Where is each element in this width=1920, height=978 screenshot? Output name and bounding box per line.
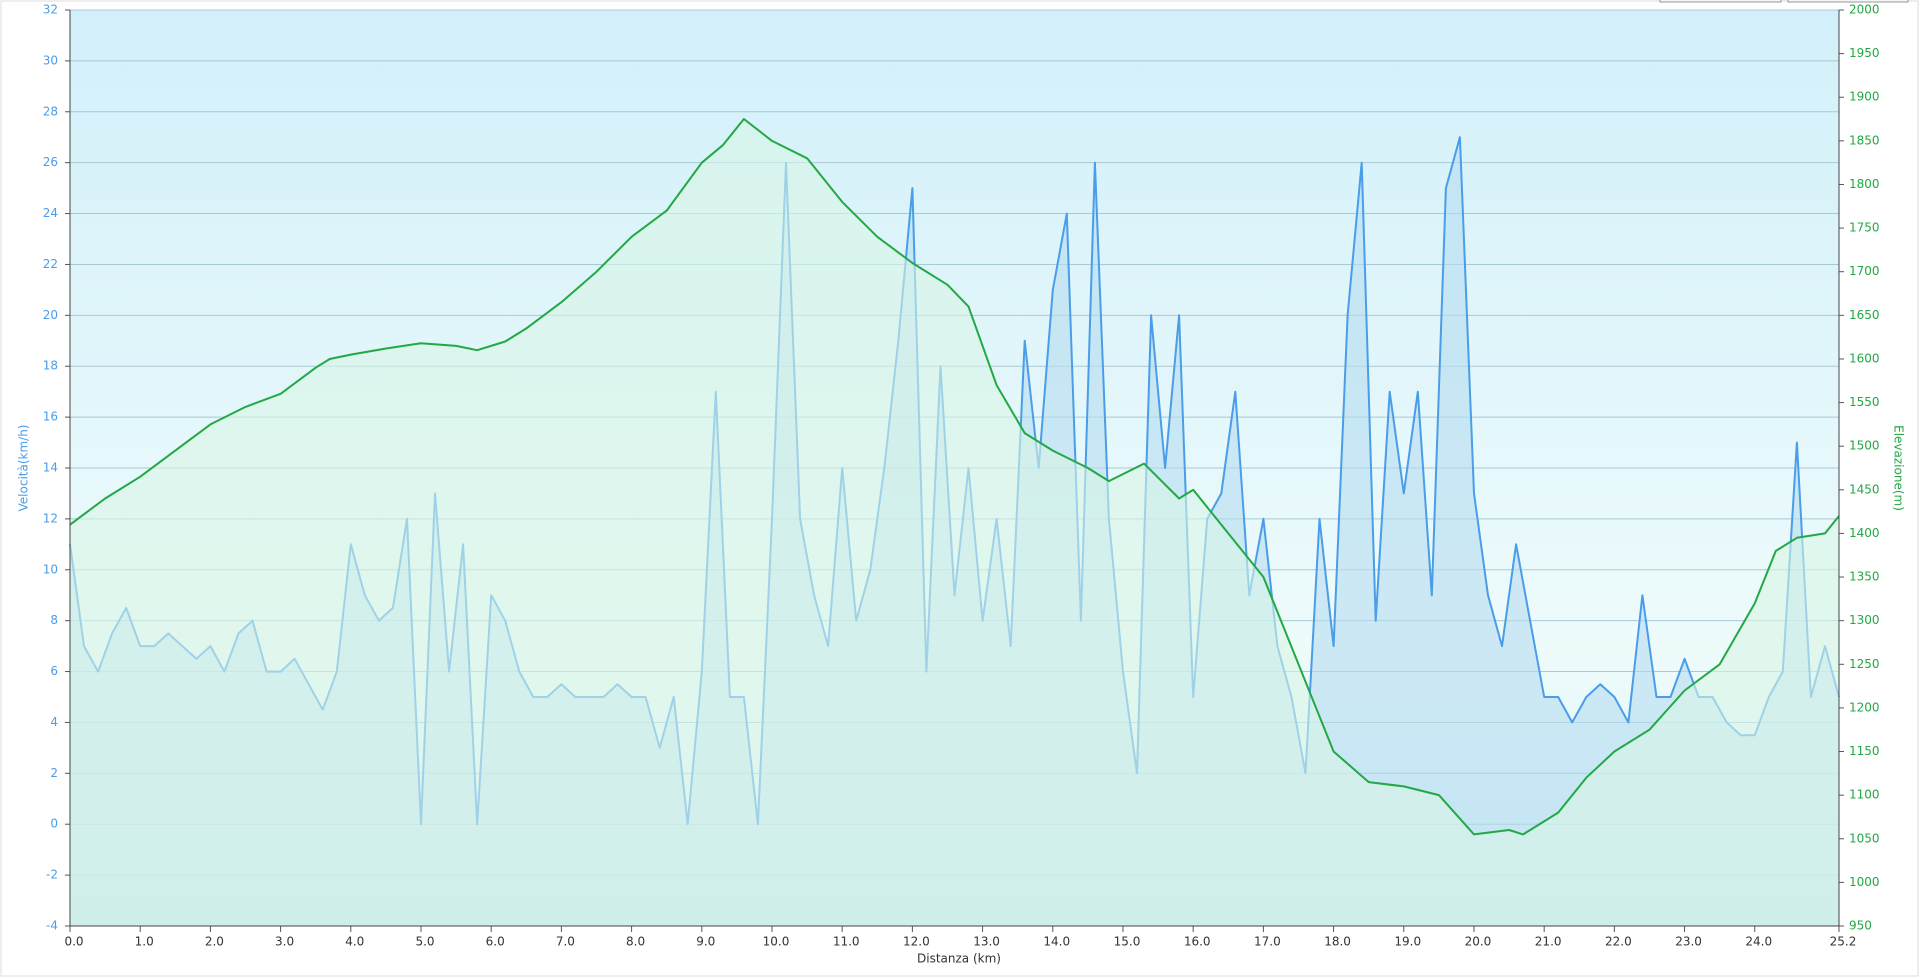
- x-tick-label: 12.0: [903, 935, 930, 949]
- y2-tick-label: 1150: [1849, 744, 1880, 758]
- x-tick-label: 16.0: [1184, 935, 1211, 949]
- x-tick-label: 0.0: [64, 935, 83, 949]
- y-tick-label: 14: [43, 461, 58, 475]
- x-tick-label: 2.0: [205, 935, 224, 949]
- x-tick-label: 25.2: [1830, 935, 1857, 949]
- y-axis-title: Velocità(km/h): [17, 425, 31, 512]
- x-tick-label: 5.0: [415, 935, 434, 949]
- y2-tick-label: 950: [1849, 919, 1872, 933]
- y-tick-label: 30: [43, 53, 58, 67]
- y-tick-label: 28: [43, 104, 58, 118]
- x-tick-label: 18.0: [1324, 935, 1351, 949]
- y2-tick-label: 1750: [1849, 221, 1880, 235]
- y-tick-label: 12: [43, 511, 58, 525]
- y-tick-label: 26: [43, 155, 58, 169]
- x-tick-label: 22.0: [1605, 935, 1632, 949]
- y2-tick-label: 1950: [1849, 46, 1880, 60]
- y2-tick-label: 1850: [1849, 133, 1880, 147]
- x-tick-label: 21.0: [1535, 935, 1562, 949]
- x-tick-label: 23.0: [1675, 935, 1702, 949]
- y2-tick-label: 1700: [1849, 264, 1880, 278]
- x-tick-label: 11.0: [833, 935, 860, 949]
- x-tick-label: 6.0: [486, 935, 505, 949]
- y-tick-label: 16: [43, 410, 58, 424]
- y-tick-label: 2: [50, 766, 58, 780]
- x-tick-label: 13.0: [973, 935, 1000, 949]
- x-tick-label: 15.0: [1114, 935, 1141, 949]
- y-tick-label: -4: [46, 919, 58, 933]
- y2-tick-label: 1200: [1849, 700, 1880, 714]
- button[interactable]: [1787, 0, 1909, 3]
- x-tick-label: 7.0: [556, 935, 575, 949]
- y2-tick-label: 1650: [1849, 308, 1880, 322]
- x-tick-label: 19.0: [1394, 935, 1421, 949]
- y-tick-label: 32: [43, 3, 58, 17]
- y2-tick-label: 1600: [1849, 351, 1880, 365]
- y-tick-label: 18: [43, 359, 58, 373]
- y2-tick-label: 1350: [1849, 570, 1880, 584]
- series-line: [69, 118, 1840, 836]
- area: [70, 119, 1839, 926]
- y-tick-label: 24: [43, 206, 58, 220]
- y-tick-label: 20: [43, 308, 58, 322]
- plot-layer: [69, 9, 1840, 927]
- y2-tick-label: 2000: [1849, 3, 1880, 17]
- y2-tick-label: 1100: [1849, 788, 1880, 802]
- y2-tick-label: 1300: [1849, 613, 1880, 627]
- y2-tick-label: 1900: [1849, 90, 1880, 104]
- y-tick-label: 10: [43, 562, 58, 576]
- x-tick-label: 14.0: [1043, 935, 1070, 949]
- x-tick-label: 9.0: [696, 935, 715, 949]
- x-tick-label: 8.0: [626, 935, 645, 949]
- x-tick-label: 24.0: [1745, 935, 1772, 949]
- x-tick-label: 3.0: [275, 935, 294, 949]
- y2-tick-label: 1500: [1849, 439, 1880, 453]
- y-tick-label: 22: [43, 257, 58, 271]
- y2-tick-label: 1050: [1849, 831, 1880, 845]
- y2-tick-label: 1250: [1849, 657, 1880, 671]
- y2-tick-label: 1800: [1849, 177, 1880, 191]
- x-tick-label: 10.0: [763, 935, 790, 949]
- x-tick-label: 1.0: [135, 935, 154, 949]
- y2-axis-title: Elevazione(m): [1892, 425, 1906, 511]
- y-tick-label: 8: [50, 613, 58, 627]
- y-tick-label: -2: [46, 868, 58, 882]
- button[interactable]: [1659, 0, 1782, 3]
- y-tick-label: 4: [50, 715, 58, 729]
- x-tick-label: 4.0: [345, 935, 364, 949]
- x-tick-label: 17.0: [1254, 935, 1281, 949]
- x-tick-label: 20.0: [1465, 935, 1492, 949]
- y2-tick-label: 1450: [1849, 482, 1880, 496]
- y2-tick-label: 1400: [1849, 526, 1880, 540]
- y2-tick-label: 1000: [1849, 875, 1880, 889]
- y-tick-label: 0: [50, 817, 58, 831]
- y2-tick-label: 1550: [1849, 395, 1880, 409]
- y-tick-label: 6: [50, 664, 58, 678]
- x-axis-title: Distanza (km): [917, 952, 1001, 966]
